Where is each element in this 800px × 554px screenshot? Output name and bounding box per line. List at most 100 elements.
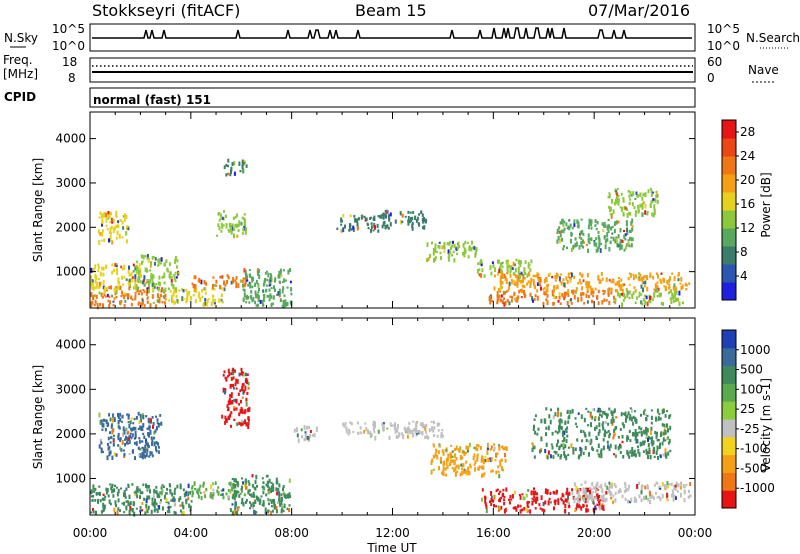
heatmap-cell: [613, 201, 616, 206]
heatmap-cell: [497, 296, 500, 301]
y-tick-label: 4000: [55, 132, 86, 146]
heatmap-cell: [110, 217, 113, 222]
heatmap-cell: [609, 443, 612, 448]
heatmap-cell: [435, 251, 438, 254]
heatmap-cell: [273, 505, 276, 510]
heatmap-cell: [586, 499, 589, 503]
heatmap-cell: [95, 492, 98, 495]
heatmap-cell: [617, 201, 620, 206]
heatmap-cell: [176, 298, 179, 303]
heatmap-cell: [283, 303, 286, 309]
heatmap-cell: [590, 226, 593, 230]
heatmap-cell: [160, 498, 162, 502]
heatmap-cell: [268, 298, 271, 302]
heatmap-cell: [656, 274, 659, 279]
heatmap-cell: [596, 295, 599, 299]
heatmap-cell: [640, 427, 643, 431]
heatmap-cell: [630, 243, 633, 248]
heatmap-cell: [142, 451, 145, 457]
heatmap-cell: [263, 296, 266, 299]
heatmap-cell: [454, 448, 456, 451]
heatmap-cell: [656, 193, 659, 198]
heatmap-cell: [349, 421, 352, 424]
heatmap-cell: [163, 272, 166, 277]
heatmap-cell: [567, 292, 570, 297]
heatmap-cell: [245, 164, 248, 168]
heatmap-cell: [260, 495, 263, 498]
heatmap-cell: [666, 410, 669, 413]
heatmap-cell: [597, 443, 600, 449]
heatmap-cell: [463, 468, 466, 472]
heatmap-cell: [613, 453, 615, 456]
heatmap-cell: [510, 282, 513, 285]
heatmap-cell: [486, 442, 489, 448]
heatmap-cell: [613, 300, 616, 303]
heatmap-cell: [220, 493, 222, 496]
heatmap-cell: [629, 439, 632, 442]
heatmap-cell: [496, 298, 499, 304]
heatmap-cell: [669, 414, 672, 417]
heatmap-cell: [154, 261, 156, 266]
heatmap-cell: [142, 451, 145, 454]
heatmap-cell: [597, 432, 600, 436]
heatmap-cell: [612, 410, 615, 414]
heatmap-cell: [503, 498, 506, 502]
heatmap-cell: [136, 260, 139, 264]
heatmap-cell: [281, 506, 284, 511]
heatmap-cell: [629, 212, 632, 216]
heatmap-cell: [488, 295, 491, 299]
heatmap-cell: [641, 196, 644, 201]
heatmap-cell: [389, 212, 392, 217]
heatmap-cell: [598, 500, 600, 504]
heatmap-cell: [241, 283, 244, 288]
heatmap-cell: [173, 300, 176, 305]
heatmap-cell: [650, 409, 653, 412]
heatmap-cell: [181, 511, 184, 515]
heatmap-cell: [600, 454, 603, 459]
heatmap-cell: [531, 296, 534, 301]
heatmap-cell: [677, 272, 680, 276]
heatmap-cell: [430, 460, 433, 465]
heatmap-cell: [271, 498, 274, 503]
heatmap-cell: [659, 442, 661, 448]
heatmap-cell: [617, 435, 620, 439]
heatmap-cell: [616, 195, 619, 201]
heatmap-cell: [283, 503, 286, 509]
heatmap-cell: [241, 497, 244, 502]
heatmap-cell: [565, 455, 568, 461]
heatmap-cell: [536, 432, 539, 436]
heatmap-cell: [480, 473, 483, 478]
heatmap-cell: [447, 453, 450, 457]
heatmap-cell: [233, 478, 236, 483]
heatmap-cell: [92, 294, 95, 299]
heatmap-cell: [483, 472, 486, 476]
heatmap-cell: [649, 454, 652, 460]
heatmap-cell: [630, 193, 633, 197]
heatmap-cell: [576, 225, 579, 228]
heatmap-cell: [121, 290, 124, 295]
heatmap-cell: [618, 283, 621, 288]
heatmap-cell: [161, 301, 164, 304]
heatmap-cell: [604, 482, 607, 488]
heatmap-cell: [394, 219, 397, 224]
heatmap-cell: [342, 227, 345, 233]
heatmap-cell: [453, 467, 456, 473]
heatmap-cell: [624, 411, 627, 414]
heatmap-cell: [542, 501, 545, 507]
heatmap-cell: [113, 297, 116, 301]
heatmap-cell: [340, 217, 343, 223]
heatmap-cell: [359, 426, 362, 430]
heatmap-cell: [649, 272, 652, 278]
heatmap-cell: [262, 297, 265, 302]
heatmap-cell: [382, 216, 385, 220]
heatmap-cell: [257, 270, 259, 275]
heatmap-cell: [234, 224, 237, 228]
heatmap-cell: [564, 508, 567, 514]
heatmap-cell: [659, 497, 662, 502]
heatmap-cell: [101, 422, 104, 428]
heatmap-cell: [135, 269, 138, 273]
heatmap-cell: [535, 500, 537, 504]
heatmap-cell: [151, 441, 153, 446]
heatmap-cell: [357, 431, 360, 435]
heatmap-cell: [559, 418, 562, 422]
